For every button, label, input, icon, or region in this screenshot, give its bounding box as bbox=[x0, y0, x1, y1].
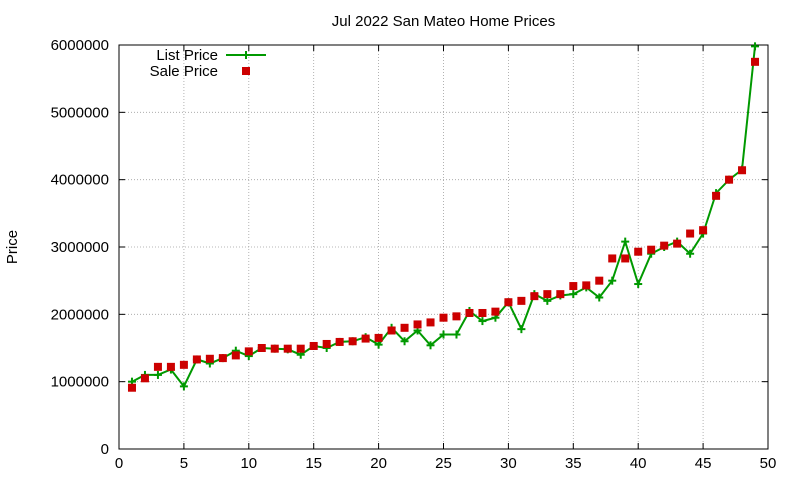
sale-price-point bbox=[153, 362, 162, 371]
sale-price-point bbox=[738, 166, 747, 175]
x-tick-label: 10 bbox=[240, 455, 257, 472]
sale-price-point bbox=[231, 351, 240, 360]
sale-price-point bbox=[686, 229, 695, 238]
x-tick-label: 40 bbox=[630, 455, 647, 472]
sale-price-point bbox=[426, 318, 435, 327]
sale-price-point bbox=[621, 254, 630, 263]
sale-price-point bbox=[699, 226, 708, 235]
sale-price-point bbox=[218, 354, 227, 363]
x-tick-label: 15 bbox=[305, 455, 322, 472]
axis-ticks: 0 5 10 15 20 25 30 35 40 45 50 0 1000000 2000000 30000… bbox=[51, 37, 777, 472]
sale-price-point bbox=[361, 334, 370, 343]
sale-price-point bbox=[257, 344, 266, 352]
list-price-point bbox=[621, 237, 630, 246]
sale-price-point bbox=[595, 276, 604, 285]
list-price-point bbox=[374, 340, 383, 349]
sale-price-point bbox=[179, 360, 188, 369]
list-price-point bbox=[608, 276, 617, 285]
series-layer bbox=[127, 42, 760, 392]
sale-price-point bbox=[192, 355, 201, 364]
x-tick-label: 35 bbox=[565, 455, 582, 472]
sale-price-point bbox=[439, 313, 448, 322]
x-tick-label: 25 bbox=[435, 455, 452, 472]
legend-marker-list-price bbox=[242, 51, 250, 59]
chart-title: Jul 2022 San Mateo Home Prices bbox=[332, 13, 555, 30]
y-tick-label: 2000000 bbox=[51, 306, 109, 323]
list-price-point bbox=[478, 317, 487, 326]
y-axis-label: Price bbox=[4, 230, 21, 264]
sale-price-point bbox=[478, 308, 487, 317]
x-tick-label: 30 bbox=[500, 455, 517, 472]
x-tick-label: 50 bbox=[760, 455, 777, 472]
sale-price-point bbox=[530, 292, 539, 301]
x-tick-label: 0 bbox=[115, 455, 123, 472]
list-price-point bbox=[543, 296, 552, 305]
sale-price-point bbox=[387, 326, 396, 335]
list-price-point bbox=[634, 280, 643, 289]
list-price-point bbox=[595, 293, 604, 302]
y-tick-label: 3000000 bbox=[51, 239, 109, 256]
sale-price-point bbox=[374, 333, 383, 342]
sale-price-point bbox=[205, 354, 214, 363]
legend-marker-sale-price bbox=[242, 67, 250, 75]
sale-price-point bbox=[244, 347, 253, 356]
sale-price-point bbox=[543, 290, 552, 299]
sale-price-point bbox=[673, 239, 682, 248]
sale-price-point bbox=[283, 344, 292, 353]
x-tick-label: 45 bbox=[695, 455, 712, 472]
sale-price-point bbox=[127, 383, 136, 392]
sale-price-point bbox=[491, 307, 500, 316]
grid bbox=[119, 45, 768, 449]
sale-price-point bbox=[712, 191, 721, 200]
sale-price-point bbox=[582, 281, 591, 290]
list-price-point bbox=[426, 341, 435, 350]
legend-label-sale-price: Sale Price bbox=[150, 63, 218, 80]
list-price-point bbox=[686, 249, 695, 258]
sale-price-point bbox=[296, 344, 305, 353]
list-price-point bbox=[452, 330, 461, 339]
sale-price-point bbox=[140, 374, 149, 383]
y-tick-label: 0 bbox=[101, 441, 109, 458]
sale-price-point bbox=[270, 344, 279, 353]
sale-price-point bbox=[751, 57, 760, 66]
y-tick-label: 5000000 bbox=[51, 104, 109, 121]
list-price-point bbox=[400, 337, 409, 346]
sale-price-point bbox=[166, 362, 175, 371]
sale-price-point bbox=[660, 241, 669, 250]
list-price-point bbox=[517, 325, 526, 334]
y-tick-label: 1000000 bbox=[51, 374, 109, 391]
list-price-point bbox=[153, 370, 162, 379]
list-price-point bbox=[751, 42, 760, 51]
sale-price-point bbox=[400, 323, 409, 332]
sale-price-point bbox=[647, 245, 656, 254]
sale-price-point bbox=[725, 175, 734, 184]
list-price-point bbox=[439, 330, 448, 339]
sale-price-point bbox=[608, 254, 617, 263]
sale-price-point bbox=[556, 290, 565, 299]
sale-price-point bbox=[348, 337, 357, 346]
sale-price-point bbox=[517, 296, 526, 305]
sale-price-point bbox=[634, 247, 643, 256]
sale-price-point bbox=[569, 282, 578, 291]
legend-label-list-price: List Price bbox=[156, 47, 218, 64]
x-tick-label: 5 bbox=[180, 455, 188, 472]
sale-price-point bbox=[504, 298, 513, 307]
sale-price-point bbox=[322, 339, 331, 348]
sale-price-point bbox=[413, 320, 422, 329]
list-price-point bbox=[179, 382, 188, 391]
list-price-point bbox=[569, 290, 578, 299]
y-tick-label: 6000000 bbox=[51, 37, 109, 54]
x-tick-label: 20 bbox=[370, 455, 387, 472]
sale-price-point bbox=[452, 312, 461, 321]
sale-price-point bbox=[309, 341, 318, 350]
y-tick-label: 4000000 bbox=[51, 172, 109, 189]
sale-price-point bbox=[335, 337, 344, 346]
sale-price-point bbox=[465, 308, 474, 317]
